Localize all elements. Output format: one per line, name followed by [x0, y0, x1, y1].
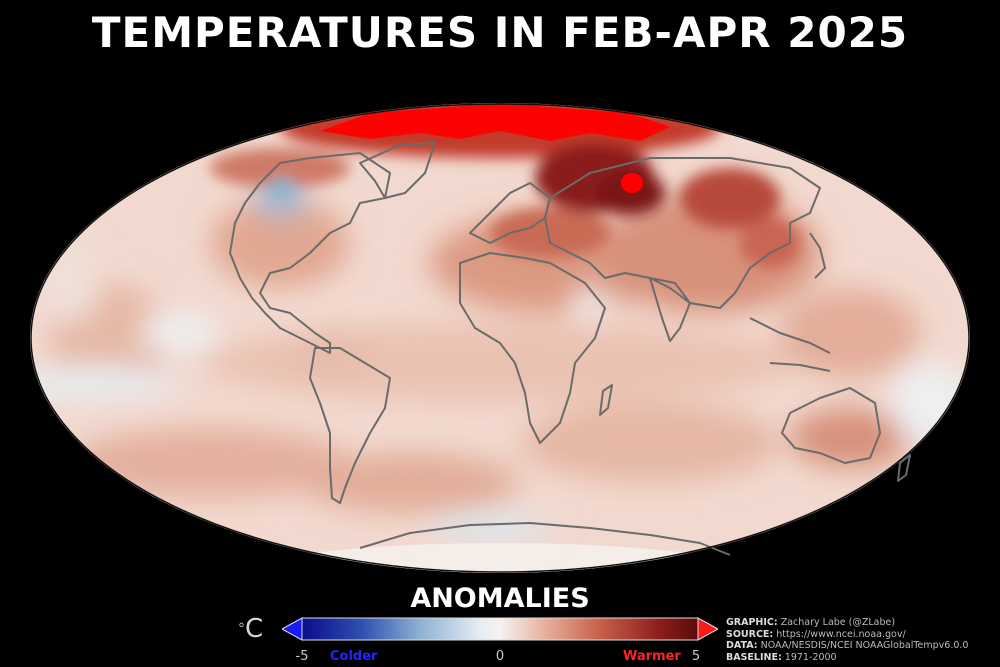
credit-source: SOURCE: https://www.ncei.noaa.gov/	[726, 628, 906, 640]
unit-degree-symbol: °	[238, 621, 245, 637]
colorbar	[280, 617, 720, 641]
colorbar-min-label: -5	[295, 649, 309, 664]
colorbar-max-label: 5	[691, 649, 701, 664]
unit-letter: C	[245, 614, 264, 644]
anomaly-field	[30, 103, 970, 573]
world-anomaly-map	[30, 103, 970, 573]
unit-label: °C	[238, 614, 263, 644]
credit-graphic: GRAPHIC: Zachary Labe (@ZLabe)	[726, 617, 896, 628]
colorbar-svg	[280, 617, 720, 641]
colder-label: Colder	[330, 649, 378, 664]
credits-block: GRAPHIC: Zachary Labe (@ZLabe) SOURCE: h…	[726, 617, 968, 663]
anomaly-map-svg	[30, 103, 970, 573]
map-title: TEMPERATURES IN FEB-APR 2025	[91, 8, 909, 57]
credit-data: DATA: NOAA/NESDIS/NCEI NOAAGlobalTempv6.…	[726, 640, 969, 651]
warmer-label: Warmer	[623, 649, 681, 664]
colorbar-warm-arrow	[697, 617, 720, 641]
colorbar-gradient	[301, 617, 699, 641]
colorbar-mid-label: 0	[495, 649, 505, 664]
colorbar-title: ANOMALIES	[410, 583, 590, 614]
credit-baseline: BASELINE: 1971-2000	[726, 651, 837, 663]
colorbar-cold-arrow	[280, 617, 303, 641]
coastlines	[229, 142, 911, 556]
